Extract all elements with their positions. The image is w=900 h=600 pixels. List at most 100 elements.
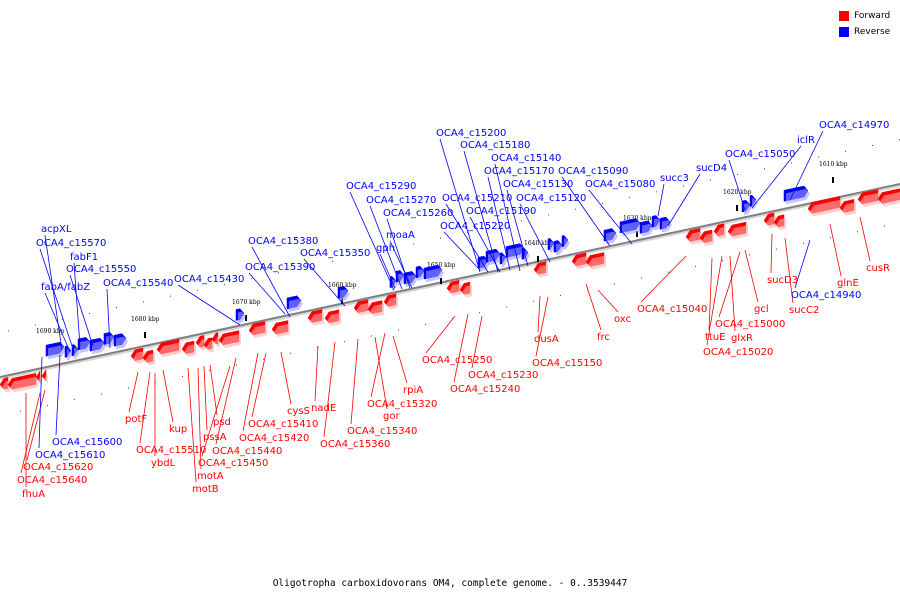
gene-label-succ3[interactable]: succ3 [660, 173, 689, 184]
gene-label-pssa[interactable]: pssA [203, 432, 227, 443]
position-dot [371, 335, 372, 337]
position-dot [668, 271, 669, 273]
gene-label-oca4-c15240[interactable]: OCA4_c15240 [450, 384, 520, 395]
gene-label-oca4-c15290[interactable]: OCA4_c15290 [346, 181, 416, 192]
gene-label-kup[interactable]: kup [169, 424, 187, 435]
position-dot [764, 168, 765, 170]
gene-label-oca4-c15220[interactable]: OCA4_c15220 [440, 221, 510, 232]
gene-label-oca4-c15600[interactable]: OCA4_c15600 [52, 437, 122, 448]
gene-label-oca4-c15350[interactable]: OCA4_c15350 [300, 248, 370, 259]
legend-reverse: Reverse [839, 24, 890, 40]
gene-label-oca4-c15550[interactable]: OCA4_c15550 [66, 264, 136, 275]
gene-label-oca4-c15410[interactable]: OCA4_c15410 [248, 419, 318, 430]
label-line-oca4-c15320 [370, 332, 386, 398]
gene-label-ttue[interactable]: ttuE [705, 332, 726, 343]
position-dot [413, 243, 414, 245]
gene-label-oca4-c15180[interactable]: OCA4_c15180 [460, 140, 530, 151]
gene-label-oca4-c15020[interactable]: OCA4_c15020 [703, 347, 773, 358]
gene-shade [327, 312, 341, 326]
gene-label-gph[interactable]: gph [376, 243, 395, 254]
gene-label-oca4-c15450[interactable]: OCA4_c15450 [198, 458, 268, 469]
gene-label-oca4-c14940[interactable]: OCA4_c14940 [791, 290, 861, 301]
gene-label-oca4-c14970[interactable]: OCA4_c14970 [819, 120, 889, 131]
gene-label-faba-fabz[interactable]: fabA/fabZ [41, 282, 90, 293]
legend-forward: Forward [839, 8, 890, 24]
kbp-tick-mark [636, 231, 638, 237]
gene-label-oca4-c15250[interactable]: OCA4_c15250 [422, 355, 492, 366]
gene-label-rpia[interactable]: rpiA [403, 385, 423, 396]
gene-label-fhua[interactable]: fhuA [22, 489, 45, 500]
label-line-psd [209, 364, 218, 416]
gene-label-oca4-c15640[interactable]: OCA4_c15640 [17, 475, 87, 486]
gene-label-cyss[interactable]: cysS [287, 406, 310, 417]
label-line-frc [585, 283, 602, 331]
gene-label-oca4-c15050[interactable]: OCA4_c15050 [725, 149, 795, 160]
gene-label-cusr[interactable]: cusR [866, 263, 890, 274]
gene-label-oca4-c15170[interactable]: OCA4_c15170 [484, 166, 554, 177]
label-line-fabf1 [73, 262, 81, 347]
gene-label-oca4-c15080[interactable]: OCA4_c15080 [585, 179, 655, 190]
gene-label-glxr[interactable]: glxR [731, 333, 753, 344]
gene-label-frc[interactable]: frc [597, 332, 610, 343]
label-line-oca4-c15600 [55, 354, 61, 436]
gene-label-oca4-c15620[interactable]: OCA4_c15620 [23, 462, 93, 473]
gene-label-oxc[interactable]: oxc [614, 314, 631, 325]
gene-label-oca4-c15430[interactable]: OCA4_c15430 [174, 274, 244, 285]
gene-label-oca4-c15230[interactable]: OCA4_c15230 [468, 370, 538, 381]
kbp-tick-mark [440, 278, 442, 284]
gene-label-gor[interactable]: gor [383, 411, 400, 422]
gene-label-oca4-c15380[interactable]: OCA4_c15380 [248, 236, 318, 247]
gene-label-oca4-c15540[interactable]: OCA4_c15540 [103, 278, 173, 289]
gene-label-oca4-c15130[interactable]: OCA4_c15130 [503, 179, 573, 190]
gene-label-oca4-c15390[interactable]: OCA4_c15390 [245, 262, 315, 273]
position-dot [74, 399, 75, 401]
label-line-oca4-c15620 [26, 389, 46, 461]
gene-label-psd[interactable]: psd [213, 417, 231, 428]
gene-label-oca4-c15120[interactable]: OCA4_c15120 [516, 193, 586, 204]
gene-label-oca4-c15270[interactable]: OCA4_c15270 [366, 195, 436, 206]
gene-label-moaa[interactable]: moaA [386, 230, 415, 241]
position-dot [251, 278, 252, 280]
gene-label-sucd3[interactable]: sucD3 [767, 275, 798, 286]
gene-label-oca4-c15510[interactable]: OCA4_c15510 [136, 445, 206, 456]
gene-label-gcl[interactable]: gcl [754, 304, 769, 315]
label-line-mota [197, 367, 202, 470]
gene-shade [622, 221, 642, 236]
gene-label-oca4-c15260[interactable]: OCA4_c15260 [383, 208, 453, 219]
gene-label-dusa[interactable]: dusA [534, 334, 559, 345]
gene-label-oca4-c15040[interactable]: OCA4_c15040 [637, 304, 707, 315]
label-line-glxr [729, 255, 736, 332]
position-dot [224, 283, 225, 285]
gene-label-ybdl[interactable]: ybdL [151, 458, 176, 469]
gene-label-sucd4[interactable]: sucD4 [696, 163, 727, 174]
gene-label-oca4-c15440[interactable]: OCA4_c15440 [212, 446, 282, 457]
gene-label-nade[interactable]: nadE [311, 403, 336, 414]
label-line-oca4-c15270 [369, 205, 403, 290]
gene-label-oca4-c15320[interactable]: OCA4_c15320 [367, 399, 437, 410]
gene-label-oca4-c15140[interactable]: OCA4_c15140 [491, 153, 561, 164]
gene-label-oca4-c15610[interactable]: OCA4_c15610 [35, 450, 105, 461]
gene-label-succ2[interactable]: sucC2 [789, 305, 819, 316]
gene-label-oca4-c15570[interactable]: OCA4_c15570 [36, 238, 106, 249]
gene-label-oca4-c15190[interactable]: OCA4_c15190 [466, 206, 536, 217]
gene-label-fabf1[interactable]: fabF1 [70, 252, 98, 263]
gene-label-potf[interactable]: potF [125, 414, 147, 425]
gene-label-oca4-c15200[interactable]: OCA4_c15200 [436, 128, 506, 139]
gene-label-oca4-c15000[interactable]: OCA4_c15000 [715, 319, 785, 330]
gene-label-oca4-c15360[interactable]: OCA4_c15360 [320, 439, 390, 450]
gene-label-mota[interactable]: motA [197, 471, 224, 482]
gene-label-acpxl[interactable]: acpXL [41, 224, 72, 235]
gene-label-glne[interactable]: glnE [837, 278, 859, 289]
gene-label-oca4-c15090[interactable]: OCA4_c15090 [558, 166, 628, 177]
gene-label-oca4-c15420[interactable]: OCA4_c15420 [239, 433, 309, 444]
gene-label-oca4-c15210[interactable]: OCA4_c15210 [442, 193, 512, 204]
label-line-oca4-c15570 [39, 248, 73, 347]
gene-shade [588, 255, 606, 270]
gene-label-iclr[interactable]: iclR [797, 135, 815, 146]
reverse-swatch [839, 27, 849, 37]
gene-shade [145, 353, 155, 366]
gene-label-motb[interactable]: motB [192, 484, 219, 495]
gene-label-oca4-c15340[interactable]: OCA4_c15340 [347, 426, 417, 437]
label-line-oca4-c14970 [789, 130, 824, 201]
gene-label-oca4-c15150[interactable]: OCA4_c15150 [532, 358, 602, 369]
